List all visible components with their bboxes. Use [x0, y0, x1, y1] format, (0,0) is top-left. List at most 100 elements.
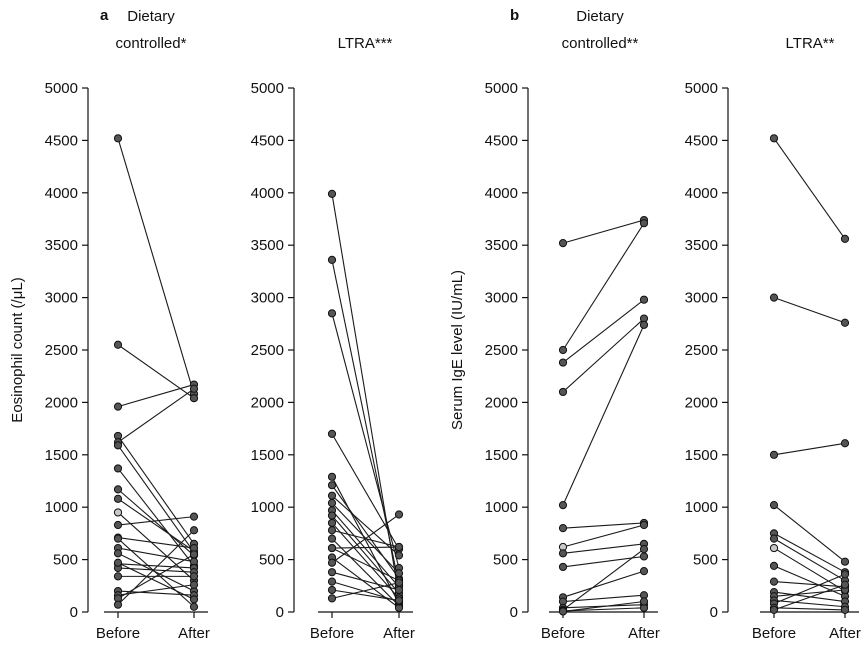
before-point [327, 511, 337, 520]
paired-line [117, 388, 195, 443]
y-tick-label: 3500 [45, 237, 78, 254]
chart-title-line: Dietary [576, 8, 624, 25]
before-point [327, 526, 337, 535]
y-tick-label: 0 [510, 604, 518, 621]
before-point [113, 600, 123, 609]
paired-line [117, 562, 195, 600]
after-point [840, 580, 850, 589]
before-point [327, 558, 337, 567]
before-point [113, 402, 123, 411]
chart-title-line: LTRA*** [338, 35, 393, 52]
chart-title-line: controlled* [116, 35, 187, 52]
paired-line [117, 516, 195, 526]
paired-line [117, 344, 195, 399]
after-point [189, 550, 199, 559]
paired-line [117, 529, 195, 606]
before-point [327, 518, 337, 528]
paired-line [331, 484, 400, 579]
paired-line [773, 297, 846, 324]
before-point [769, 561, 779, 570]
after-point [394, 510, 404, 519]
before-point [769, 450, 779, 459]
before-point [327, 481, 337, 490]
y-tick-label: 4000 [251, 185, 284, 202]
paired-line [773, 547, 846, 592]
y-tick-label: 1500 [685, 447, 718, 464]
before-point [113, 572, 123, 581]
paired-line [773, 573, 846, 605]
paired-line [117, 553, 195, 599]
y-tick-label: 1000 [685, 499, 718, 516]
y-tick-label: 2500 [485, 342, 518, 359]
y-tick-label: 1500 [45, 447, 78, 464]
paired-line [331, 538, 400, 607]
y-axis-label-panel-a: Eosinophil count (/μL) [9, 277, 26, 422]
paired-line [331, 515, 400, 594]
y-tick-label: 5000 [485, 80, 518, 97]
paired-line [562, 299, 645, 364]
after-point [394, 569, 404, 578]
paired-line [773, 581, 846, 588]
before-point [558, 387, 568, 397]
y-tick-label: 2500 [685, 342, 718, 359]
y-tick-label: 500 [493, 552, 518, 569]
before-point [327, 498, 337, 508]
after-point [840, 605, 850, 615]
paired-line [562, 222, 645, 351]
before-point [558, 501, 568, 510]
paired-line [117, 488, 195, 556]
paired-line [117, 468, 195, 567]
after-point [840, 557, 850, 566]
paired-line [773, 607, 846, 611]
before-point [558, 562, 568, 572]
paired-line [773, 589, 846, 597]
after-point [189, 512, 199, 521]
paired-line [331, 509, 400, 588]
before-point [769, 534, 779, 543]
paired-line [773, 538, 846, 582]
paired-line [331, 557, 400, 609]
before-point [113, 558, 123, 567]
paired-line [562, 607, 645, 612]
paired-line [117, 537, 195, 549]
paired-line [773, 599, 846, 608]
before-point [113, 549, 123, 558]
chart-title-line: LTRA** [786, 35, 835, 52]
paired-line [117, 563, 195, 569]
paired-line [562, 524, 645, 548]
y-tick-label: 4000 [485, 185, 518, 202]
y-tick-label: 3000 [251, 290, 284, 307]
y-tick-label: 5000 [45, 80, 78, 97]
after-point [189, 384, 199, 393]
y-tick-label: 3000 [45, 290, 78, 307]
after-point [639, 567, 649, 576]
chart-dietary-controlled-ige: Dietary controlled** 0 500 1000 1500 2000 2500 3… [485, 8, 660, 642]
before-point [327, 543, 337, 553]
y-tick-label: 2000 [685, 394, 718, 411]
paired-line [562, 555, 645, 568]
before-point [327, 568, 337, 577]
before-point [327, 577, 337, 586]
paired-line [562, 324, 645, 506]
after-point [189, 580, 199, 589]
y-tick-label: 2000 [251, 394, 284, 411]
y-axis-label-panel-b: Serum IgE level (IU/mL) [449, 270, 466, 430]
y-tick-label: 3000 [485, 290, 518, 307]
y-tick-label: 4000 [45, 185, 78, 202]
before-point [769, 543, 779, 553]
before-point [769, 577, 779, 586]
y-tick-label: 2000 [485, 394, 518, 411]
after-point [639, 520, 649, 530]
y-tick-label: 500 [259, 552, 284, 569]
y-tick-label: 3500 [685, 237, 718, 254]
after-point [189, 394, 199, 403]
after-point [840, 234, 850, 244]
chart-ltra-eosinophil: LTRA*** 0 500 1000 1500 2000 2500 3000 3500 4000 4… [251, 35, 415, 642]
paired-line [773, 532, 846, 573]
after-point [394, 585, 404, 595]
y-tick-label: 1500 [251, 447, 284, 464]
after-point [639, 320, 649, 329]
before-point [113, 520, 123, 530]
paired-line [117, 445, 195, 553]
y-tick-label: 1000 [485, 499, 518, 516]
